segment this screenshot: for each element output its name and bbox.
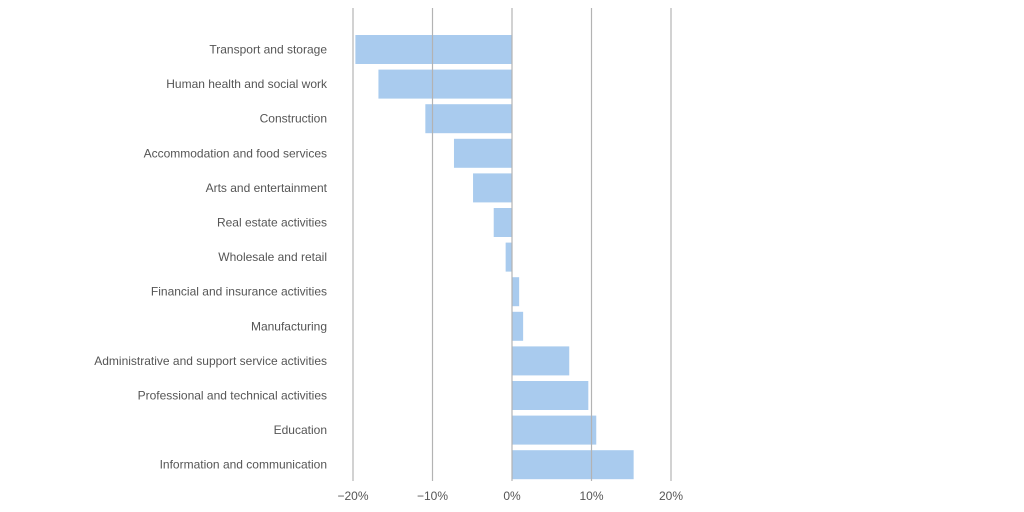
category-labels-group: Transport and storage Human health and so… <box>94 43 328 472</box>
bar-10 <box>512 381 589 410</box>
bar-3 <box>453 138 512 168</box>
x-tick-label: 20% <box>659 489 683 503</box>
bar-6 <box>505 242 512 272</box>
category-label: Information and communication <box>160 458 327 472</box>
bar-8 <box>512 311 524 341</box>
category-label: Construction <box>260 112 327 126</box>
category-label: Real estate activities <box>217 216 327 230</box>
category-label: Wholesale and retail <box>218 250 327 264</box>
x-tick-label: 10% <box>579 489 603 503</box>
bar-0 <box>355 35 512 64</box>
bar-12 <box>512 450 634 480</box>
bar-11 <box>512 415 597 445</box>
bars-group <box>355 35 634 480</box>
x-tick-label: −20% <box>337 489 368 503</box>
x-tick-label: 0% <box>503 489 521 503</box>
category-label: Accommodation and food services <box>144 146 327 160</box>
category-label: Professional and technical activities <box>138 389 327 403</box>
x-tick-labels-group: −20% −10% 0% 10% 20% <box>337 489 683 503</box>
gridlines-group <box>352 8 672 481</box>
category-label: Human health and social work <box>166 77 328 91</box>
category-label: Manufacturing <box>251 319 327 333</box>
bar-7 <box>512 277 520 307</box>
bar-2 <box>425 104 512 134</box>
category-label: Arts and entertainment <box>206 181 328 195</box>
bar-1 <box>378 69 512 99</box>
category-label: Administrative and support service activ… <box>94 354 327 368</box>
bar-9 <box>512 346 570 376</box>
x-tick-label: −10% <box>417 489 448 503</box>
category-label: Financial and insurance activities <box>151 285 327 299</box>
bar-5 <box>493 208 512 237</box>
bar-4 <box>473 173 512 203</box>
category-label: Education <box>274 423 327 437</box>
category-label: Transport and storage <box>209 43 327 57</box>
